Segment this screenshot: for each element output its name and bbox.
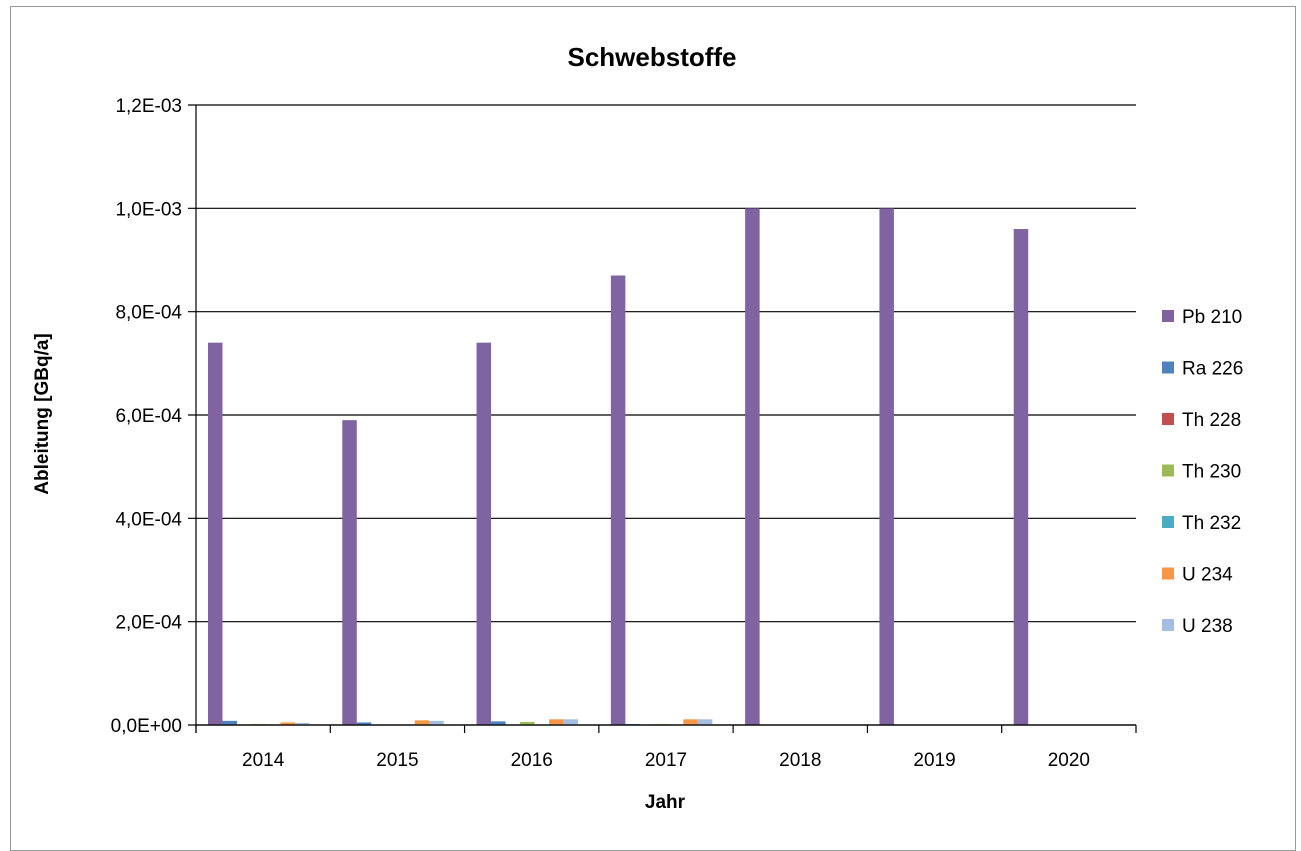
x-tick-label: 2018 [779, 750, 821, 771]
legend-swatch [1162, 464, 1174, 477]
legend: Pb 210 Ra 226 Th 228 Th 230 Th 232 U 234 U 238 [1162, 307, 1243, 637]
legend-swatch [1162, 413, 1174, 425]
bar-pb-210-2014 [208, 342, 223, 725]
legend-swatch [1162, 567, 1174, 580]
bar-u-238-2015 [429, 720, 444, 725]
x-axis-title: Jahr [645, 792, 686, 813]
y-axis-title: Ableitung [GBq/a] [32, 333, 53, 494]
bar-ra-226-2016 [491, 721, 506, 725]
x-tick-label: 2016 [511, 750, 553, 771]
y-tick-label: 6,0E-04 [115, 406, 182, 427]
legend-label: Th 230 [1182, 462, 1241, 483]
bar-pb-210-2015 [342, 420, 357, 725]
chart-title: Schwebstoffe [567, 42, 736, 72]
y-tick-label: 0,0E+00 [111, 716, 182, 737]
legend-label: Ra 226 [1182, 359, 1243, 380]
bar-u-234-2016 [549, 719, 564, 725]
y-tick-label: 1,0E-03 [115, 199, 182, 220]
y-tick-label: 8,0E-04 [115, 303, 182, 324]
bar-th-230-2016 [520, 721, 535, 725]
legend-swatch [1162, 310, 1174, 322]
bar-pb-210-2019 [879, 208, 894, 726]
y-tick-label: 4,0E-04 [115, 509, 182, 530]
bar-ra-226-2015 [356, 722, 372, 725]
x-tick-label: 2014 [242, 750, 285, 771]
bar-pb-210-2017 [610, 275, 626, 725]
legend-label: Th 228 [1182, 410, 1241, 431]
bar-u-234-2014 [280, 722, 295, 725]
bar-u-234-2017 [683, 719, 698, 725]
bar-pb-210-2018 [745, 208, 760, 726]
legend-swatch [1162, 516, 1174, 528]
x-tick-labels: 2014 2015 2016 2017 2018 2019 2020 [242, 750, 1090, 771]
bars [208, 208, 1029, 726]
bar-pb-210-2016 [476, 342, 492, 725]
legend-swatch [1162, 361, 1174, 374]
y-tick-labels: 0,0E+00 2,0E-04 4,0E-04 6,0E-04 8,0E-04 1,0E-… [111, 96, 183, 737]
legend-label: U 238 [1182, 616, 1233, 637]
y-tick-label: 2,0E-04 [115, 613, 182, 634]
bar-pb-210-2020 [1013, 229, 1029, 725]
bar-u-238-2016 [563, 719, 579, 725]
x-tick-label: 2015 [376, 750, 418, 771]
x-tick-label: 2019 [913, 750, 955, 771]
bar-u-238-2017 [697, 719, 713, 725]
bar-ra-226-2014 [222, 720, 237, 725]
x-tick-label: 2020 [1048, 750, 1090, 771]
legend-swatch [1162, 619, 1174, 631]
legend-label: Th 232 [1182, 513, 1241, 534]
axes [195, 105, 1137, 733]
gridlines [188, 104, 1136, 726]
y-tick-label: 1,2E-03 [115, 96, 182, 117]
legend-label: Pb 210 [1182, 307, 1242, 328]
legend-label: U 234 [1182, 565, 1233, 586]
x-tick-label: 2017 [645, 750, 687, 771]
bar-u-238-2014 [295, 722, 310, 725]
bar-u-234-2015 [414, 720, 430, 725]
